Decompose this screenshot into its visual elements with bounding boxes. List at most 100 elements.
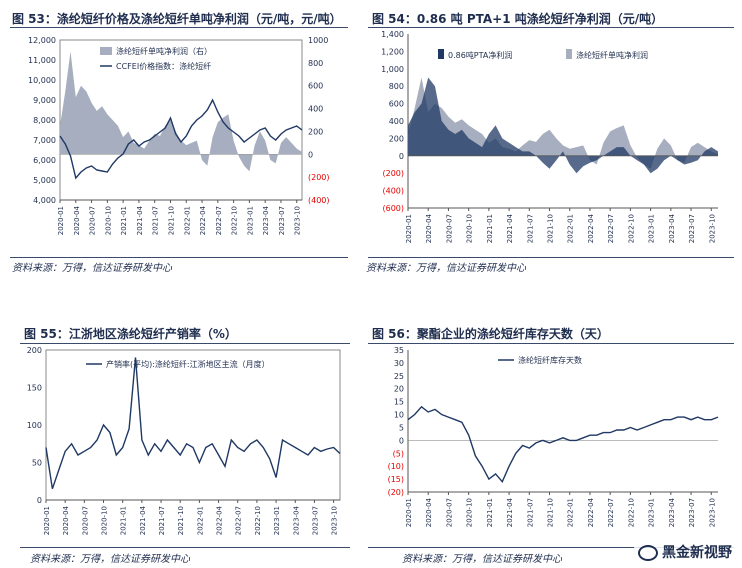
chart-53-left-y-tick-label: 6,000: [33, 156, 56, 165]
chart-56-y-tick-label: 20: [394, 385, 404, 394]
chart-56-y-tick-label: (5): [393, 449, 404, 458]
figure-53-top-rule: [10, 27, 348, 28]
chart-55-x-tick-label: 2020-10: [101, 506, 109, 535]
chart-56-x-tick-label: 2023-04: [668, 497, 676, 527]
chart-55-x-tick-label: 2023-07: [311, 506, 319, 535]
chart-54-y-tick-label: 200: [389, 134, 404, 143]
chart-53-right-y-tick-label: 600: [308, 82, 323, 91]
chart-53-x-tick-label: 2023-10: [294, 206, 302, 235]
chart-55: 0 50 100 150 200 2020-01 2020-04 2020-07 2020-10…: [27, 346, 341, 535]
chart-55-x-tick-label: 2021-04: [139, 505, 147, 535]
chart-54-x-tick-label: 2022-10: [627, 214, 635, 243]
figure-56-bottom-rule: [368, 547, 734, 548]
figure-56-source: 资料来源：万得，信达证券研发中心: [402, 554, 562, 565]
chart-54-y-tick-label: (200): [382, 169, 404, 178]
chart-54-x-tick-label: 2023-04: [668, 213, 676, 243]
figure-53-bottom-rule: [10, 257, 348, 258]
chart-56-x-tick-label: 2020-07: [445, 498, 453, 527]
chart-54-x-tick-label: 2020-04: [425, 213, 433, 243]
chart-54-y-tick-label: (600): [382, 204, 404, 213]
chart-53-right-y-tick-label: 400: [308, 105, 323, 114]
legend-inventory-label: 涤纶短纤库存天数: [518, 355, 582, 365]
chart-55-x-tick-label: 2020-04: [62, 505, 70, 535]
chart-56-x-tick-label: 2021-10: [547, 498, 555, 527]
chart-54-x-tick-label: 2020-10: [466, 214, 474, 243]
chart-53-x-tick-label: 2023-04: [262, 205, 270, 235]
chart-56-y-tick-label: 15: [394, 398, 404, 407]
legend-pta-swatch: [438, 49, 444, 59]
chart-54-x-tick-label: 2021-01: [486, 214, 494, 243]
chart-56-y-tick-label: 0: [399, 436, 404, 445]
chart-55-y-tick-label: 50: [32, 459, 42, 468]
chart-55-x-tick-label: 2023-10: [331, 506, 339, 535]
chart-55-x-tick-label: 2023-04: [292, 505, 300, 535]
chart-53-left-y-tick-label: 7,000: [33, 136, 56, 145]
chart-56-y-tick-label: (20): [388, 488, 404, 497]
figure-55-bottom-rule: [20, 547, 350, 548]
chart-54-y-tick-label: 800: [389, 82, 404, 91]
chart-53-left-y-tick-label: 8,000: [33, 116, 56, 125]
legend-line-label: CCFEI价格指数：涤纶短纤: [116, 61, 211, 71]
chart-54-y-tick-label: 1,200: [381, 47, 404, 56]
figure-55-title: 图 55：江浙地区涤纶短纤产销率（%）: [24, 327, 237, 341]
chart-56-x-tick-label: 2021-07: [526, 498, 534, 527]
chart-53-left-y-tick-label: 12,000: [28, 36, 56, 45]
chart-53-right-y-tick-label: (400): [308, 196, 330, 205]
chart-56: (20) (15) (10) (5) 0 5 10 15 20 25 30 35 2020-01 2020…: [388, 346, 719, 527]
chart-54-x-tick-label: 2020-01: [405, 214, 413, 243]
chart-55-x-tick-label: 2021-07: [158, 506, 166, 535]
chart-56-y-tick-label: 10: [394, 411, 404, 420]
figure-53-source: 资料来源：万得，信达证券研发中心: [12, 263, 172, 274]
chart-56-x-tick-label: 2022-10: [627, 498, 635, 527]
chart-56-y-tick-label: (10): [388, 462, 404, 471]
chart-56-x-tick-label: 2022-07: [607, 498, 615, 527]
chart-53-x-tick-label: 2020-04: [73, 205, 81, 235]
chart-56-y-tick-label: 30: [394, 359, 404, 368]
series-pta-profit-area: [408, 77, 718, 174]
chart-56-x-tick-label: 2023-10: [708, 498, 716, 527]
chart-53-right-y-tick-label: 800: [308, 59, 323, 68]
figure-54-bottom-rule: [368, 257, 734, 258]
chart-53-x-tick-label: 2022-07: [215, 206, 223, 235]
chart-53-x-tick-label: 2020-10: [104, 206, 112, 235]
chart-54-y-tick-label: 400: [389, 117, 404, 126]
watermark: 黑金新视野: [634, 540, 736, 564]
chart-53-x-tick-label: 2021-10: [167, 206, 175, 235]
chart-55-x-tick-label: 2022-01: [196, 506, 204, 535]
chart-54-y-tick-label: 0: [399, 152, 404, 161]
chart-56-x-tick-label: 2023-01: [648, 498, 656, 527]
legend-short-fiber-label: 涤纶短纤单吨净利润: [576, 50, 648, 60]
chart-55-x-tick-label: 2021-01: [120, 506, 128, 535]
figure-56-top-rule: [368, 343, 734, 344]
chart-53-left-y-tick-label: 5,000: [33, 176, 56, 185]
chart-55-x-tick-label: 2020-07: [81, 506, 89, 535]
chart-55-y-tick-label: 0: [37, 496, 42, 505]
figure-56-title: 图 56：聚酯企业的涤纶短纤库存天数（天）: [372, 327, 609, 341]
chart-56-y-tick-label: (15): [388, 475, 404, 484]
legend-sales-ratio-label: 产销率(平均):涤纶短纤:江浙地区主流（月度）: [106, 359, 270, 369]
chart-53-right-y-tick-label: 200: [308, 127, 323, 136]
chart-53-right-y-tick-label: (200): [308, 173, 330, 182]
chart-55-x-tick-label: 2021-10: [177, 506, 185, 535]
series-inventory-days-line: [407, 405, 719, 484]
chart-54-x-tick-label: 2020-07: [445, 214, 453, 243]
chart-53-x-tick-label: 2020-07: [89, 206, 97, 235]
chart-56-x-tick-label: 2021-04: [506, 497, 514, 527]
chart-55-x-tick-label: 2022-07: [235, 506, 243, 535]
chart-56-y-tick-label: 25: [394, 372, 404, 381]
chart-55-y-tick-label: 150: [27, 384, 42, 393]
chart-55-x-tick-label: 2022-10: [254, 506, 262, 535]
chart-54-x-tick-label: 2022-04: [587, 213, 595, 243]
chart-56-x-tick-label: 2022-04: [587, 497, 595, 527]
series-ccfei-price-line: [59, 98, 303, 180]
chart-54-x-tick-label: 2023-01: [648, 214, 656, 243]
legend-pta-label: 0.86吨PTA净利润: [448, 50, 512, 60]
chart-53-x-tick-label: 2021-07: [152, 206, 160, 235]
chart-56-x-tick-label: 2021-01: [486, 498, 494, 527]
chart-54-x-tick-label: 2022-07: [607, 214, 615, 243]
chart-54-x-tick-label: 2023-07: [688, 214, 696, 243]
legend-area-label: 涤纶短纤单吨净利润（右）: [116, 46, 212, 56]
figure-54-top-rule: [368, 27, 734, 28]
chart-53-x-tick-label: 2022-01: [183, 206, 191, 235]
series-sales-ratio-line: [45, 357, 341, 490]
